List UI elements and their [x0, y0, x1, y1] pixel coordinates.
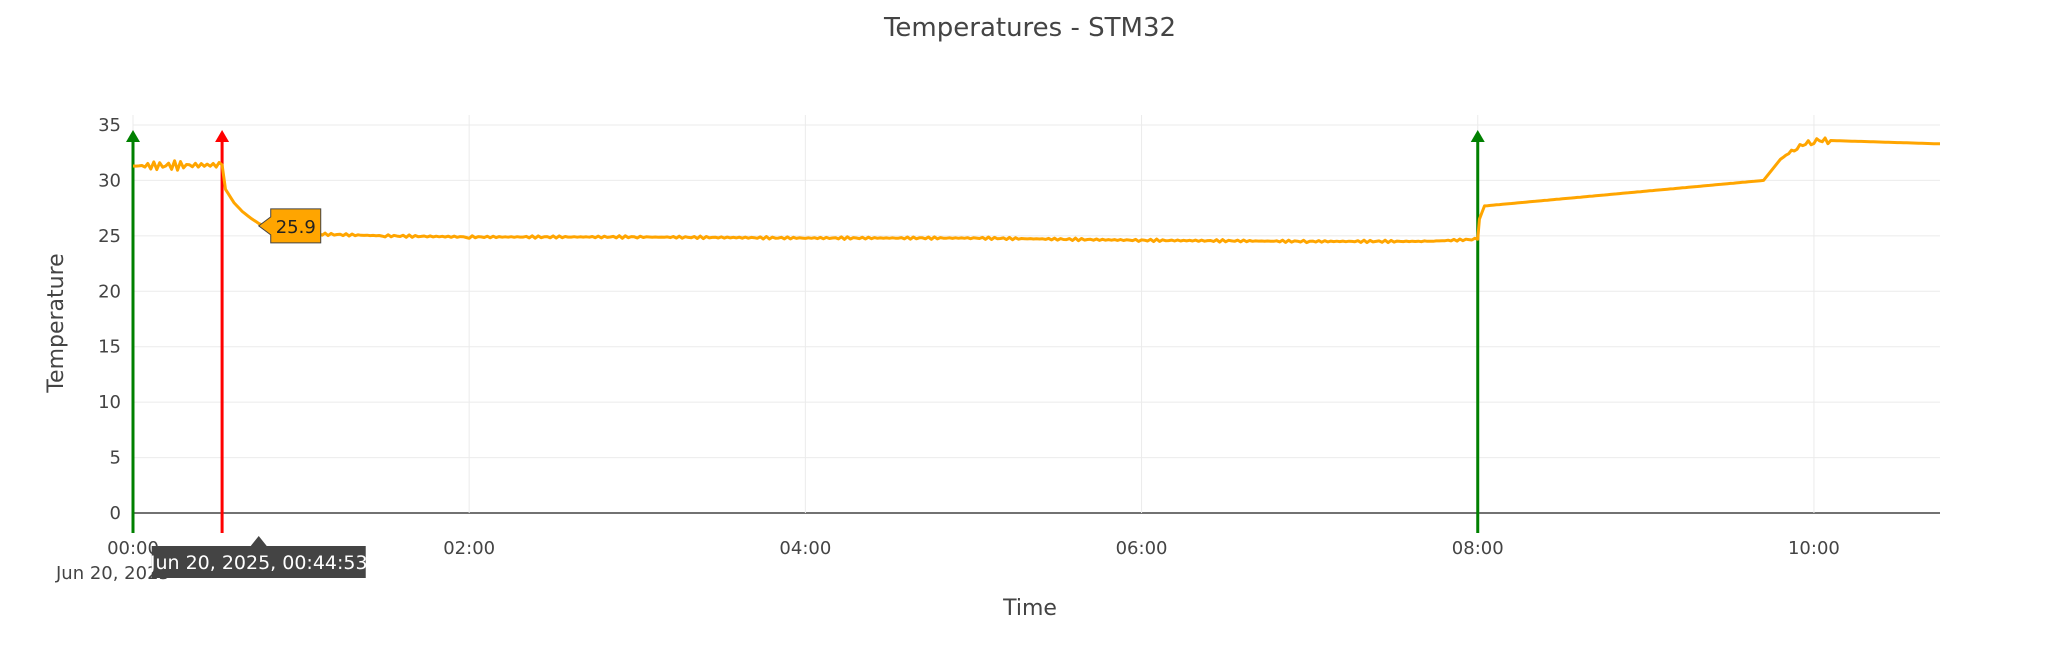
hover-value-label: 25.9 — [276, 217, 316, 238]
event-marker-arrow — [1470, 130, 1485, 142]
y-tick-label: 30 — [98, 170, 121, 191]
y-axis-title: Temperature — [44, 253, 69, 393]
y-tick-label: 35 — [98, 115, 121, 136]
y-tick-label: 15 — [98, 337, 121, 358]
x-tick-label: 00:00 — [107, 538, 159, 559]
event-marker-arrow — [126, 130, 140, 142]
x-tick-label: 02:00 — [443, 538, 495, 559]
x-tick-sublabel: Jun 20, 2025 — [55, 563, 170, 584]
hover-time-box — [151, 536, 366, 578]
x-tick-label: 10:00 — [1788, 538, 1840, 559]
x-axis-ticks: 00:00 Jun 20, 2025 02:00 04:00 06:00 08:00 10:… — [55, 538, 1840, 584]
grid-layer — [132, 115, 1940, 514]
temperature-series-line[interactable] — [132, 136, 1940, 245]
x-tick-label: 08:00 — [1452, 538, 1504, 559]
y-tick-label: 10 — [98, 392, 121, 413]
y-axis-ticks: 0 5 10 15 20 25 30 35 — [98, 115, 121, 524]
y-tick-label: 0 — [110, 503, 121, 524]
hover-tooltip: 25.9 Jun 20, 2025, 00:44:53 — [149, 208, 368, 578]
event-marker-arrow — [215, 130, 230, 142]
y-tick-label: 5 — [110, 448, 121, 469]
y-tick-label: 20 — [98, 281, 121, 302]
chart-title: Temperatures - STM32 — [883, 13, 1176, 43]
x-tick-label: 06:00 — [1116, 538, 1168, 559]
x-axis-title: Time — [1002, 596, 1057, 621]
y-tick-label: 25 — [98, 226, 121, 247]
hover-time-label: Jun 20, 2025, 00:44:53 — [149, 552, 368, 574]
hover-value-box — [257, 208, 322, 244]
vertical-markers — [126, 130, 1485, 533]
x-tick-label: 04:00 — [779, 538, 831, 559]
